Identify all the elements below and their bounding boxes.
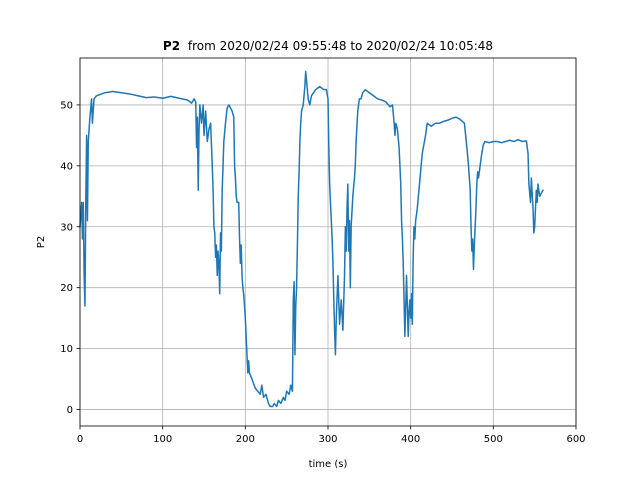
y-tick-label: 10 xyxy=(60,344,73,355)
y-tick-label: 40 xyxy=(60,161,73,172)
y-tick-label: 0 xyxy=(67,405,73,416)
chart-title-rest: from 2020/02/24 09:55:48 to 2020/02/24 1… xyxy=(188,39,493,53)
x-axis-ticks: 0 100 200 300 400 500 600 xyxy=(77,426,586,445)
x-tick-label: 300 xyxy=(318,434,337,445)
chart-title: P2 from 2020/02/24 09:55:48 to 2020/02/2… xyxy=(163,39,493,53)
x-tick-label: 400 xyxy=(401,434,420,445)
y-tick-label: 20 xyxy=(60,283,73,294)
x-tick-label: 0 xyxy=(77,434,83,445)
x-axis-label: time (s) xyxy=(309,459,348,470)
x-tick-label: 500 xyxy=(484,434,503,445)
y-tick-label: 30 xyxy=(60,222,73,233)
y-axis-label: P2 xyxy=(36,236,47,248)
x-tick-label: 100 xyxy=(153,434,172,445)
y-axis-ticks: 0 10 20 30 40 50 xyxy=(60,100,80,416)
chart-title-bold: P2 xyxy=(163,39,180,53)
series-line-p2 xyxy=(79,70,544,408)
x-tick-label: 600 xyxy=(566,434,585,445)
series-layer xyxy=(79,70,544,408)
x-tick-label: 200 xyxy=(236,434,255,445)
y-tick-label: 50 xyxy=(60,100,73,111)
